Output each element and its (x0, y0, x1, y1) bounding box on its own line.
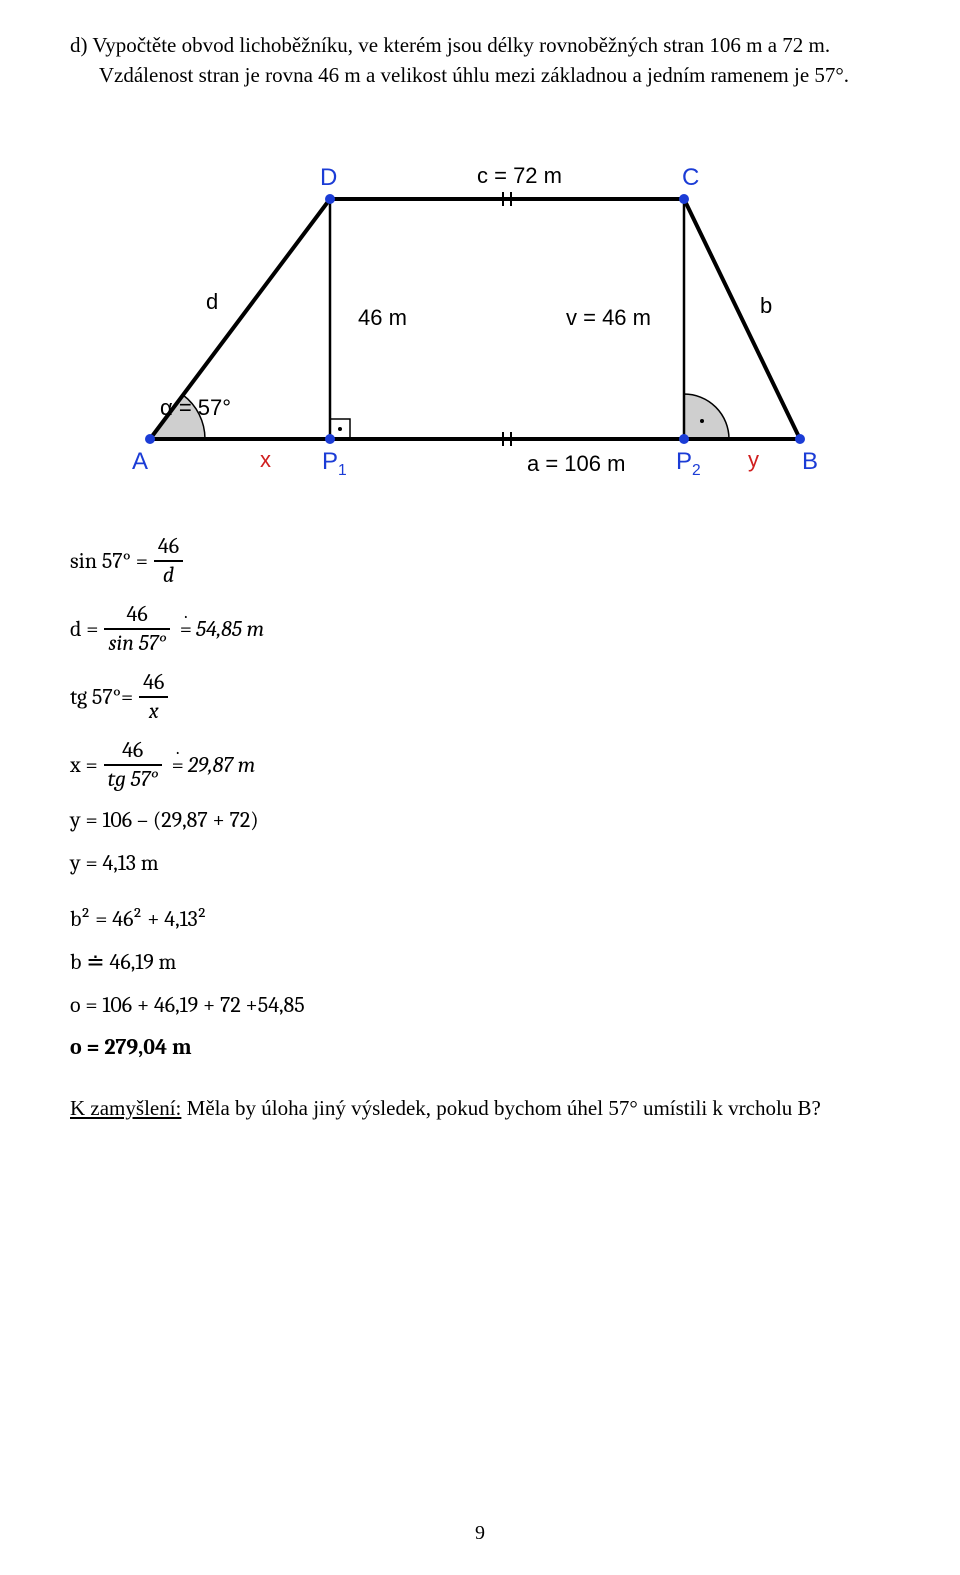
svg-text:y: y (748, 447, 759, 472)
numerator: 46 (154, 534, 183, 559)
fraction: 46 sin 57° (104, 602, 169, 656)
eq-text: sin 57° = (70, 547, 148, 576)
eq-o-expr: o = 106 + 46,19 + 72 +54,85 (70, 991, 890, 1020)
eq-sin-d: sin 57° = 46 d (70, 534, 890, 588)
denominator: d (159, 563, 178, 588)
svg-text:b: b (760, 293, 772, 318)
eq-b-sq: b² = 46² + 4,13² (70, 905, 890, 934)
svg-text:d: d (206, 289, 218, 314)
problem-letter: d) (70, 33, 88, 57)
svg-text:C: C (682, 164, 699, 191)
eq-text: y = 106 – (29,87 + 72) (70, 806, 259, 835)
denominator: sin 57° (104, 631, 169, 656)
eq-text: o = 279,04 m (70, 1033, 192, 1062)
svg-text:P2: P2 (676, 448, 701, 479)
denominator: tg 57° (104, 767, 162, 792)
svg-text:v = 46 m: v = 46 m (566, 305, 651, 330)
page: d) Vypočtěte obvod lichoběžníku, ve kter… (0, 0, 960, 1575)
denominator: x (145, 699, 163, 724)
approx-equals: = (180, 615, 192, 644)
svg-text:P1: P1 (322, 448, 347, 479)
numerator: 46 (123, 602, 152, 627)
fraction: 46 d (154, 534, 183, 588)
problem-line2: Vzdálenost stran je rovna 46 m a velikos… (99, 63, 849, 87)
trapezoid-diagram: A B D C P1 P2 c = 72 m a = 106 m d b 46 m v = 46 m α… (100, 119, 860, 504)
svg-text:a = 106 m: a = 106 m (527, 451, 625, 476)
eq-x-value: x = 46 tg 57° = 29,87 m (70, 738, 890, 792)
footnote-label: K zamyšlení: (70, 1096, 181, 1120)
reflection-question: K zamyšlení: Měla by úloha jiný výsledek… (70, 1096, 890, 1121)
svg-text:x: x (260, 447, 271, 472)
problem-line1: Vypočtěte obvod lichoběžníku, ve kterém … (92, 33, 830, 57)
problem-statement: d) Vypočtěte obvod lichoběžníku, ve kter… (70, 30, 890, 91)
eq-b-value: b ≐ 46,19 m (70, 948, 890, 977)
svg-text:A: A (132, 448, 148, 475)
eq-text: d = (70, 615, 98, 644)
eq-y-expr: y = 106 – (29,87 + 72) (70, 806, 890, 835)
eq-text: b² = 46² + 4,13² (70, 905, 207, 934)
numerator: 46 (139, 670, 168, 695)
result: 54,85 m (196, 615, 264, 644)
eq-d-value: d = 46 sin 57° = 54,85 m (70, 602, 890, 656)
eq-text: o = 106 + 46,19 + 72 +54,85 (70, 991, 305, 1020)
eq-o-final: o = 279,04 m (70, 1033, 890, 1062)
page-number: 9 (475, 1522, 485, 1545)
fraction: 46 x (139, 670, 168, 724)
eq-tg-x: tg 57°= 46 x (70, 670, 890, 724)
footnote-text: Měla by úloha jiný výsledek, pokud bycho… (181, 1096, 821, 1120)
eq-text: tg 57°= (70, 683, 133, 712)
eq-text: x = (70, 751, 98, 780)
result: 29,87 m (188, 751, 256, 780)
eq-y-value: y = 4,13 m (70, 849, 890, 878)
svg-text:c = 72 m: c = 72 m (477, 163, 562, 188)
eq-text: y = 4,13 m (70, 849, 159, 878)
eq-text: b ≐ 46,19 m (70, 948, 176, 977)
numerator: 46 (118, 738, 147, 763)
svg-text:B: B (802, 448, 818, 475)
svg-text:D: D (320, 164, 337, 191)
calculations: sin 57° = 46 d d = 46 sin 57° = 54,85 m … (70, 534, 890, 1062)
svg-text:α = 57°: α = 57° (160, 395, 231, 420)
svg-text:46 m: 46 m (358, 305, 407, 330)
fraction: 46 tg 57° (104, 738, 162, 792)
approx-equals: = (172, 751, 184, 780)
